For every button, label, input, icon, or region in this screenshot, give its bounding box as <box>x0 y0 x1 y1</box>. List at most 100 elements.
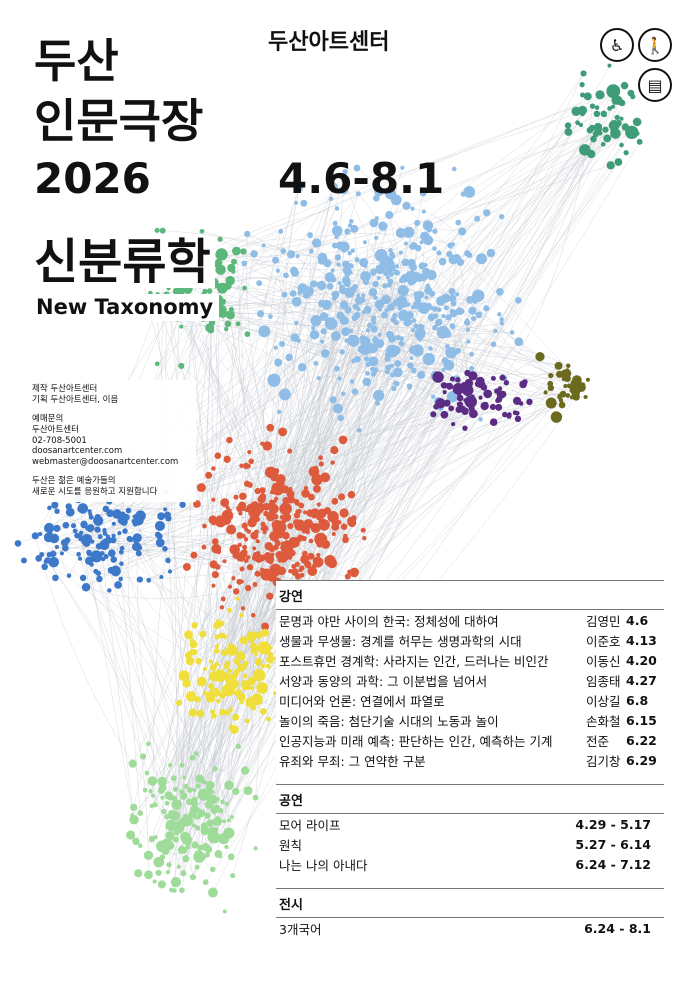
network-edge <box>206 321 217 691</box>
network-node <box>373 367 379 373</box>
network-node <box>271 656 276 661</box>
performance-title: 모어 라이프 <box>279 817 341 833</box>
network-node <box>194 696 201 703</box>
network-node <box>364 356 369 362</box>
network-node <box>450 300 457 307</box>
network-node <box>62 544 69 552</box>
network-node <box>294 561 300 567</box>
network-node <box>257 641 271 655</box>
network-edge <box>194 395 560 653</box>
network-node <box>554 361 563 370</box>
contact-label: 예매문의 <box>32 414 64 425</box>
network-node <box>309 280 318 288</box>
network-node <box>156 840 168 852</box>
lecture-date: 6.8 <box>626 692 649 708</box>
network-node <box>435 398 446 409</box>
network-node <box>225 710 231 716</box>
network-node <box>288 536 300 548</box>
network-node <box>204 800 214 809</box>
network-node <box>578 122 584 128</box>
network-node <box>607 105 613 111</box>
lecture-speaker: 김영민 <box>586 613 621 629</box>
network-node <box>135 550 142 557</box>
lecture-row: 유죄와 무죄: 그 연약한 구분 김기창 6.29 <box>276 750 664 770</box>
network-node <box>208 671 220 682</box>
lecture-row: 놀이의 죽음: 첨단기술 시대의 노동과 놀이 손화철 6.15 <box>276 710 664 730</box>
network-node <box>182 775 187 780</box>
network-node <box>456 258 465 267</box>
network-node <box>374 235 379 240</box>
network-edge <box>311 311 453 498</box>
network-node <box>435 319 442 325</box>
network-node <box>132 533 142 543</box>
network-node <box>489 418 498 427</box>
network-node <box>197 788 210 801</box>
network-node <box>114 581 122 589</box>
network-node <box>224 844 229 849</box>
network-node <box>453 349 459 355</box>
network-node <box>365 328 371 333</box>
network-node <box>351 388 359 395</box>
network-node <box>495 398 500 404</box>
network-node <box>157 512 166 521</box>
network-node <box>328 196 334 202</box>
network-edge <box>151 364 369 840</box>
network-node <box>332 225 343 237</box>
network-node <box>451 422 456 427</box>
network-edge <box>389 132 601 216</box>
network-node <box>252 546 257 551</box>
network-node <box>231 269 236 274</box>
network-node <box>455 307 464 316</box>
network-node <box>226 607 232 613</box>
network-node <box>475 311 483 319</box>
network-node <box>239 636 248 645</box>
network-edge <box>212 526 304 837</box>
network-node <box>167 569 173 574</box>
network-node <box>329 396 337 404</box>
network-node <box>564 122 572 129</box>
network-node <box>212 837 219 844</box>
contact-email[interactable]: webmaster@doosanartcenter.com <box>32 456 179 467</box>
contact-website[interactable]: doosanartcenter.com <box>32 446 123 457</box>
network-node <box>320 349 330 358</box>
network-node <box>316 541 323 548</box>
network-node <box>254 553 264 563</box>
lectures-heading: 강연 <box>276 580 664 610</box>
network-node <box>39 552 45 558</box>
network-node <box>147 776 158 786</box>
network-edge <box>80 365 569 540</box>
network-node <box>526 398 533 406</box>
network-node <box>316 535 322 540</box>
network-node <box>144 870 153 880</box>
network-node <box>182 678 191 688</box>
sponsor-line: 새로운 시도를 응원하고 지원합니다 <box>32 487 158 497</box>
network-node <box>330 268 335 273</box>
network-edge <box>174 357 290 816</box>
network-node <box>250 649 255 654</box>
network-node <box>237 663 246 672</box>
network-node <box>461 382 468 389</box>
network-edge <box>181 325 343 353</box>
network-node <box>35 555 43 562</box>
network-node <box>606 161 615 170</box>
network-node <box>243 480 251 487</box>
network-node <box>212 766 218 772</box>
network-node <box>211 538 219 545</box>
network-node <box>213 621 221 630</box>
network-edge <box>132 452 250 764</box>
network-node <box>206 288 213 294</box>
network-node <box>359 335 367 343</box>
network-edge <box>495 330 577 387</box>
network-edge <box>210 393 577 786</box>
network-node <box>220 649 228 657</box>
exhibition-row: 3개국어 6.24 - 8.1 <box>276 918 664 938</box>
network-node <box>373 194 380 202</box>
network-node <box>221 819 227 824</box>
network-node <box>563 384 568 389</box>
network-node <box>515 296 522 304</box>
network-node <box>623 150 629 156</box>
network-node <box>122 528 128 534</box>
network-node <box>425 221 431 226</box>
network-edge <box>434 126 626 310</box>
network-node <box>571 393 576 399</box>
